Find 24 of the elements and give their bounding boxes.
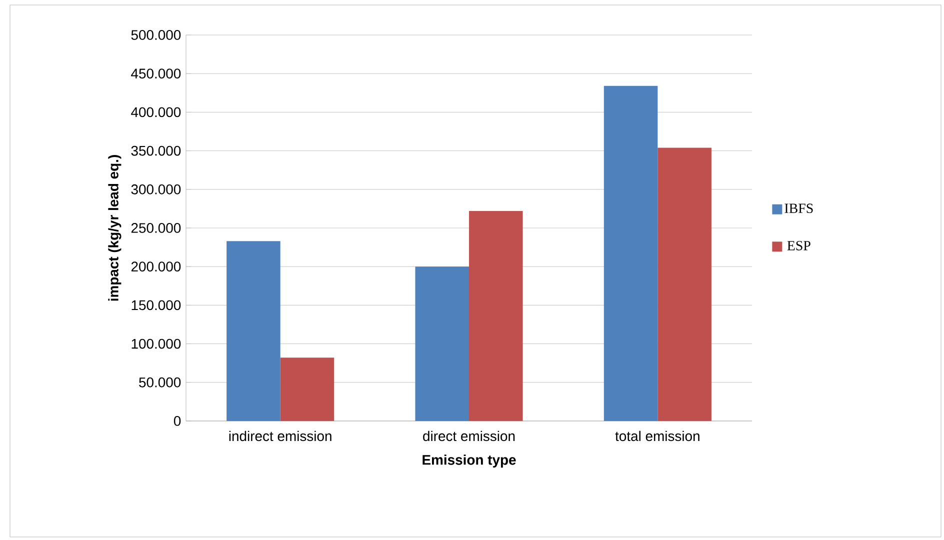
x-tick-label: indirect emission [229,430,332,442]
y-tick-label: 0 [174,416,181,426]
y-axis-title: impact (kg/yr lead eq.) [108,155,122,301]
y-tick-label: 150.000 [132,300,181,310]
y-tick-label: 250.000 [131,223,181,233]
y-tick-label: 350.000 [131,146,181,156]
y-tick-label: 50.000 [139,377,181,388]
y-tick-label: 300.000 [131,184,181,194]
bar [415,266,470,421]
y-tick-label: 500.000 [131,30,181,40]
x-tick-label: total emission [615,430,700,442]
bar [658,148,712,421]
y-tick-label: 450.000 [131,68,181,79]
bar [280,358,334,421]
bar [604,86,658,421]
legend-label: ESP [787,240,810,250]
bar [469,211,523,421]
x-axis-title: Emission type [422,454,516,468]
bar [226,241,280,421]
y-tick-label: 400.000 [131,107,181,118]
y-tick-label: 100.000 [132,338,181,349]
x-tick-label: direct emission [423,430,515,442]
legend-label: IBFS [784,204,813,214]
y-tick-label: 200.000 [131,262,181,272]
